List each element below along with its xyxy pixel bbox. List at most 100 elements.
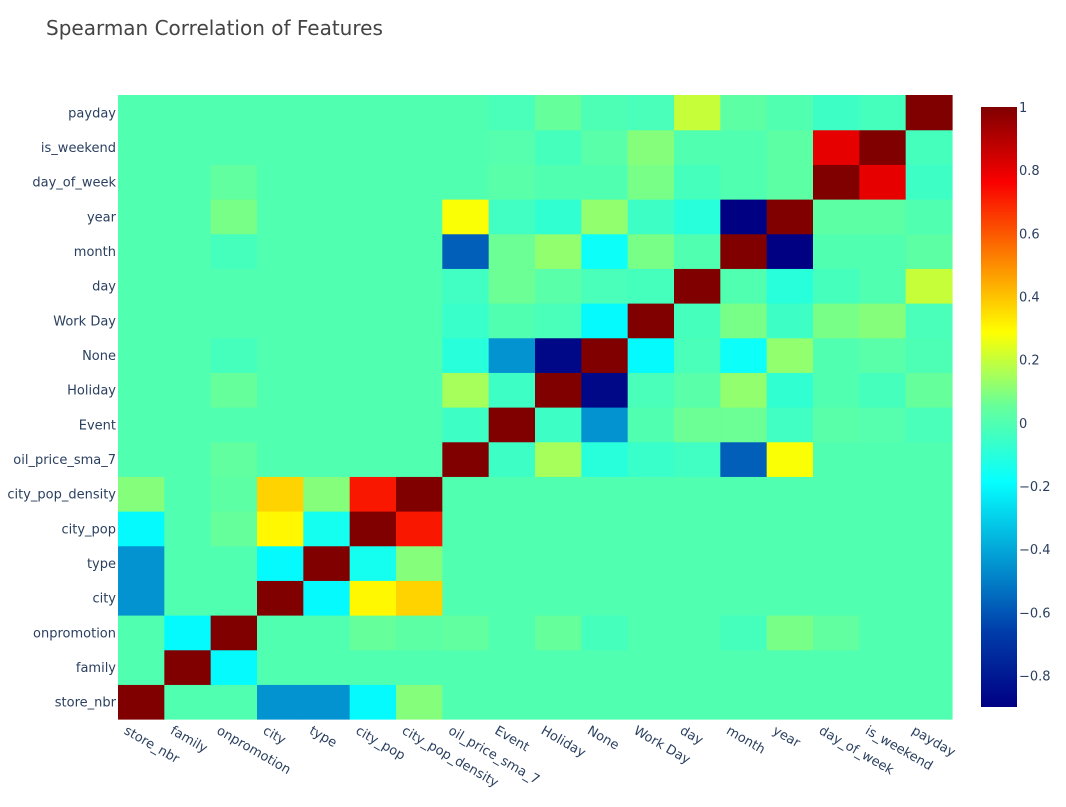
heatmap-cell [627, 303, 675, 339]
heatmap-cell [257, 129, 304, 165]
heatmap-cell [257, 649, 304, 685]
heatmap-cell [813, 233, 860, 269]
heatmap-cell [349, 476, 397, 512]
heatmap-cell [674, 407, 721, 443]
heatmap-cell [210, 407, 258, 443]
heatmap-cell [118, 129, 165, 165]
heatmap-cell [257, 95, 304, 131]
heatmap-cell [349, 649, 397, 685]
heatmap-cell [164, 545, 212, 581]
heatmap-cell [257, 199, 304, 235]
colorbar-tick-label: 0.2 [1019, 354, 1040, 369]
heatmap-cell [535, 233, 582, 269]
heatmap-cell [905, 129, 953, 165]
y-tick-label: city_pop [61, 522, 116, 537]
heatmap-cell [257, 233, 304, 269]
heatmap-cell [720, 303, 768, 339]
heatmap-cell [535, 615, 582, 651]
heatmap-cell [349, 233, 397, 269]
heatmap-cell [627, 268, 675, 304]
heatmap-cell [905, 337, 953, 373]
heatmap-cell [488, 649, 536, 685]
heatmap-cell [396, 580, 443, 616]
x-tick-label: day [677, 723, 705, 748]
heatmap-cell [210, 129, 258, 165]
heatmap-cell [535, 545, 582, 581]
heatmap-cell [488, 233, 536, 269]
heatmap-cell [627, 545, 675, 581]
heatmap-cell [859, 441, 907, 477]
heatmap-cell [488, 129, 536, 165]
heatmap-cell [442, 615, 490, 651]
heatmap-cell [488, 337, 536, 373]
heatmap-cell [257, 441, 304, 477]
heatmap-cell [674, 615, 721, 651]
heatmap-cell [581, 476, 629, 512]
heatmap-cell [581, 372, 629, 408]
heatmap-cell [813, 545, 860, 581]
colorbar-tick-label: 0.6 [1019, 227, 1040, 242]
heatmap-cell [118, 233, 165, 269]
heatmap-cell [257, 684, 304, 720]
x-tick-label: None [585, 723, 622, 753]
heatmap-cell [674, 372, 721, 408]
heatmap-cell [859, 476, 907, 512]
colorbar-gradient [981, 107, 1017, 707]
y-tick-label: oil_price_sma_7 [13, 453, 116, 468]
heatmap-cell [813, 372, 860, 408]
heatmap-cell [396, 303, 443, 339]
y-tick-label: month [74, 245, 116, 260]
heatmap-cell [488, 372, 536, 408]
heatmap-cell [674, 129, 721, 165]
heatmap-cell [627, 615, 675, 651]
heatmap-cell [257, 511, 304, 547]
heatmap-cell [349, 164, 397, 200]
heatmap-cell [488, 407, 536, 443]
heatmap-cell [442, 649, 490, 685]
heatmap-cell [535, 684, 582, 720]
heatmap-cell [581, 199, 629, 235]
heatmap-cell [257, 615, 304, 651]
heatmap-cell [349, 372, 397, 408]
heatmap-cell [396, 684, 443, 720]
heatmap-cell [720, 337, 768, 373]
heatmap-cell [257, 303, 304, 339]
heatmap-cell [859, 337, 907, 373]
heatmap-cell [905, 441, 953, 477]
heatmap-cell [674, 441, 721, 477]
heatmap-cell [813, 649, 860, 685]
x-tick-label: year [770, 723, 803, 751]
heatmap-cell [303, 129, 351, 165]
heatmap-cell [813, 303, 860, 339]
heatmap-cell [442, 476, 490, 512]
y-tick-label: onpromotion [33, 626, 116, 641]
heatmap-cell [164, 511, 212, 547]
heatmap-cell [859, 372, 907, 408]
heatmap-cell [442, 95, 490, 131]
heatmap-cell [674, 268, 721, 304]
heatmap-cell [210, 199, 258, 235]
heatmap-cell [766, 199, 814, 235]
heatmap-cell [766, 372, 814, 408]
heatmap-cell [535, 303, 582, 339]
heatmap-cell [396, 615, 443, 651]
heatmap-cell [257, 268, 304, 304]
y-tick-label: Holiday [67, 384, 116, 399]
heatmap-cell [674, 476, 721, 512]
heatmap-cell [488, 684, 536, 720]
heatmap-cell [118, 199, 165, 235]
heatmap-cell [303, 95, 351, 131]
heatmap-cell [442, 303, 490, 339]
heatmap-cell [210, 303, 258, 339]
heatmap-cell [905, 511, 953, 547]
heatmap-cell [581, 615, 629, 651]
heatmap-cell [627, 337, 675, 373]
colorbar: 1 0.8 0.6 0.4 0.2 0 −0.2 −0.4 −0.6 −0.8 [981, 101, 1051, 707]
heatmap-cell [627, 684, 675, 720]
heatmap-cell [627, 372, 675, 408]
heatmap-cell [535, 649, 582, 685]
heatmap-cell [257, 337, 304, 373]
heatmap-cell [905, 649, 953, 685]
heatmap-cell [488, 268, 536, 304]
y-tick-label: day_of_week [32, 176, 116, 191]
